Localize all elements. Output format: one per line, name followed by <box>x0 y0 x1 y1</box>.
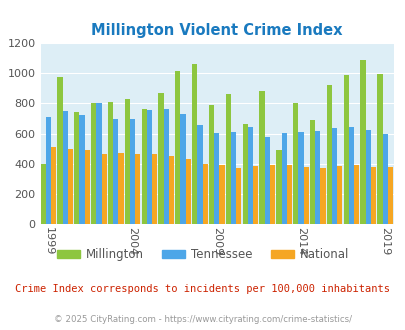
Bar <box>147 110 151 224</box>
Bar <box>135 154 140 224</box>
Bar <box>57 77 62 224</box>
Bar <box>281 133 286 224</box>
Text: © 2025 CityRating.com - https://www.cityrating.com/crime-statistics/: © 2025 CityRating.com - https://www.city… <box>54 315 351 324</box>
Bar <box>276 149 281 224</box>
Bar <box>252 166 258 224</box>
Bar <box>370 167 375 224</box>
Bar <box>175 71 180 224</box>
Bar <box>343 76 348 224</box>
Bar <box>337 166 341 224</box>
Bar <box>387 167 392 224</box>
Bar <box>303 167 308 224</box>
Bar <box>151 154 157 224</box>
Bar <box>202 164 207 224</box>
Bar <box>286 165 291 224</box>
Bar <box>158 93 163 224</box>
Bar <box>214 133 219 224</box>
Bar <box>197 124 202 224</box>
Bar <box>108 102 113 224</box>
Bar <box>309 120 314 224</box>
Bar <box>74 113 79 224</box>
Bar <box>51 147 56 224</box>
Bar <box>118 153 123 224</box>
Bar <box>85 150 90 224</box>
Bar <box>298 132 303 224</box>
Bar <box>326 85 331 224</box>
Bar <box>230 132 236 224</box>
Bar <box>348 127 353 224</box>
Bar <box>320 168 325 224</box>
Bar <box>124 99 130 224</box>
Bar <box>225 94 230 224</box>
Bar <box>236 168 241 224</box>
Bar <box>269 165 275 224</box>
Bar <box>101 154 107 224</box>
Bar <box>314 131 320 224</box>
Bar <box>259 91 264 224</box>
Bar <box>331 128 337 224</box>
Bar <box>382 134 387 224</box>
Bar <box>180 114 185 224</box>
Bar <box>242 124 247 224</box>
Bar <box>163 110 168 224</box>
Bar <box>264 137 269 224</box>
Legend: Millington, Tennessee, National: Millington, Tennessee, National <box>52 244 353 266</box>
Bar <box>360 59 365 224</box>
Bar <box>79 115 85 224</box>
Bar <box>96 103 101 224</box>
Bar <box>40 164 46 224</box>
Title: Millington Violent Crime Index: Millington Violent Crime Index <box>91 22 342 38</box>
Bar <box>185 159 190 224</box>
Bar <box>168 155 174 224</box>
Bar <box>209 105 214 224</box>
Text: Crime Index corresponds to incidents per 100,000 inhabitants: Crime Index corresponds to incidents per… <box>15 284 390 294</box>
Bar <box>91 103 96 224</box>
Bar <box>353 165 358 224</box>
Bar <box>68 149 73 224</box>
Bar <box>365 130 370 224</box>
Bar <box>46 117 51 224</box>
Bar <box>219 165 224 224</box>
Bar <box>62 111 68 224</box>
Bar <box>141 110 147 224</box>
Bar <box>192 64 197 224</box>
Bar <box>113 119 118 224</box>
Bar <box>130 118 135 224</box>
Bar <box>292 103 298 224</box>
Bar <box>247 127 252 224</box>
Bar <box>376 74 382 224</box>
